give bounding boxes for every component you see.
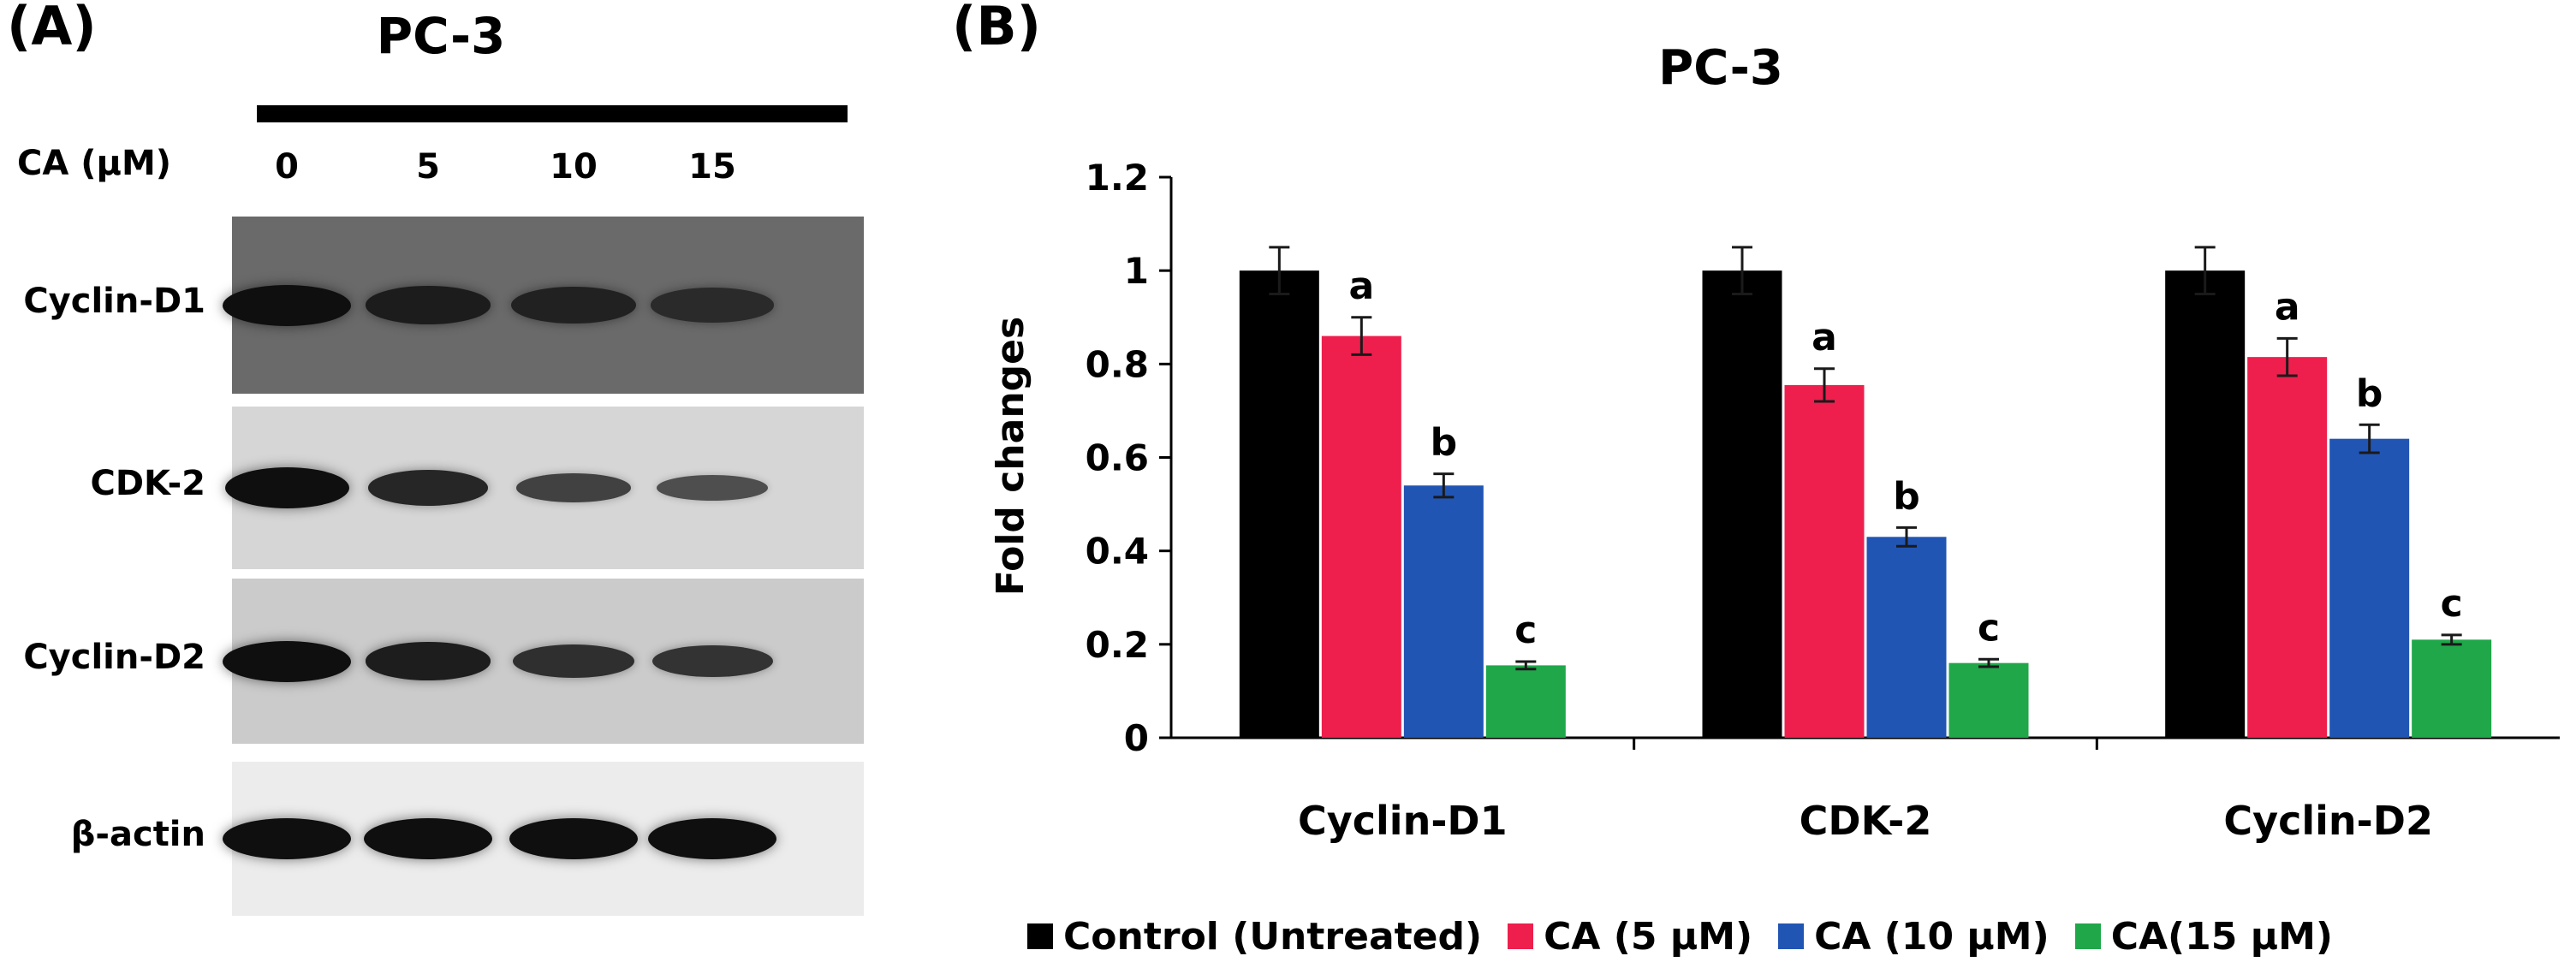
bar [1321, 336, 1401, 738]
x-tick-label: Cyclin-D1 [1298, 798, 1508, 844]
blot-row-label: β-actin [70, 815, 205, 854]
bar [1403, 485, 1484, 738]
y-tick-label: 1 [1124, 250, 1149, 292]
y-tick-label: 1.2 [1086, 157, 1149, 199]
legend-item: Control (Untreated) [1027, 915, 1482, 959]
bar [1239, 270, 1319, 739]
y-axis-label: Fold changes [989, 317, 1032, 596]
legend-swatch [1508, 923, 1534, 949]
treatment-label: CA (µM) [17, 144, 172, 183]
legend-swatch [1027, 923, 1053, 949]
blot-band [651, 644, 773, 678]
panel-a-label: (A) [7, 0, 97, 57]
bar [1866, 537, 1947, 738]
blot-band [223, 284, 351, 326]
blot-strip [223, 762, 864, 916]
blot-band [364, 818, 492, 859]
blot-band [368, 470, 488, 506]
blot-strip [223, 579, 864, 744]
significance-label: c [2441, 582, 2463, 626]
significance-label: b [2356, 371, 2383, 415]
x-axis: Cyclin-D1 CDK-2 Cyclin-D2 [1171, 736, 2560, 844]
bar [2412, 639, 2492, 738]
significance-label: c [1514, 609, 1537, 652]
bar [1485, 665, 1566, 738]
blot-band [365, 642, 491, 680]
lane-label: 15 [688, 147, 736, 187]
y-tick-label: 0.6 [1086, 437, 1149, 479]
y-tick-label: 0.4 [1086, 531, 1149, 573]
bar [1784, 384, 1865, 738]
bar [2329, 438, 2410, 738]
legend-item: CA (10 µM) [1778, 915, 2049, 959]
blot-band [648, 818, 776, 859]
blot-strip [224, 407, 864, 569]
blot-band [509, 818, 638, 859]
blot-title-underline [257, 105, 848, 122]
blot-row-label: Cyclin-D2 [23, 637, 205, 677]
bar [1702, 270, 1782, 739]
bars: a b c a b c a b c [1239, 246, 2492, 739]
chart-legend: Control (Untreated) CA (5 µM) CA (10 µM) CA… [1027, 911, 2359, 962]
y-axis: 0 0.2 0.4 0.6 0.8 1 1.2 [1086, 157, 1173, 759]
legend-swatch [1778, 923, 1805, 949]
blot-band [657, 475, 768, 501]
blot-band [651, 288, 774, 323]
legend-label: CA(15 µM) [2110, 914, 2333, 959]
blot-title: PC-3 [376, 7, 506, 65]
lane-label: 10 [550, 147, 598, 187]
x-tick-label: CDK-2 [1800, 798, 1932, 844]
blot-row-label: CDK-2 [90, 464, 205, 503]
y-tick-label: 0 [1124, 717, 1149, 759]
significance-label: a [2275, 285, 2300, 329]
x-tick-label: Cyclin-D2 [2223, 798, 2433, 844]
blot-band [365, 286, 491, 324]
legend-swatch [2074, 923, 2101, 949]
lane-label: 0 [275, 147, 299, 187]
legend-item: CA (5 µM) [1508, 915, 1752, 959]
blot-band [224, 467, 349, 508]
significance-label: c [1978, 606, 2000, 650]
blot-band [223, 818, 351, 859]
y-tick-label: 0.8 [1086, 343, 1149, 385]
blot-strip [223, 217, 864, 394]
blot-band [511, 287, 636, 324]
significance-label: b [1431, 421, 1458, 465]
significance-label: b [1893, 474, 1920, 518]
blot-band [516, 473, 631, 502]
panel-b-label: (B) [952, 0, 1041, 57]
significance-label: a [1348, 264, 1374, 308]
legend-label: Control (Untreated) [1063, 914, 1483, 959]
blot-band [512, 644, 635, 678]
lane-label: 5 [416, 147, 440, 187]
legend-label: CA (10 µM) [1814, 914, 2049, 959]
blot-row-label: Cyclin-D1 [23, 281, 205, 321]
legend-label: CA (5 µM) [1544, 914, 1753, 959]
bar [1948, 662, 2029, 738]
chart-title: PC-3 [1658, 40, 1783, 96]
bar [2165, 270, 2246, 739]
bar [2247, 357, 2328, 738]
blot-band [223, 640, 351, 682]
legend-item: CA(15 µM) [2074, 914, 2333, 959]
y-tick-label: 0.2 [1086, 624, 1149, 666]
significance-label: a [1812, 316, 1837, 359]
